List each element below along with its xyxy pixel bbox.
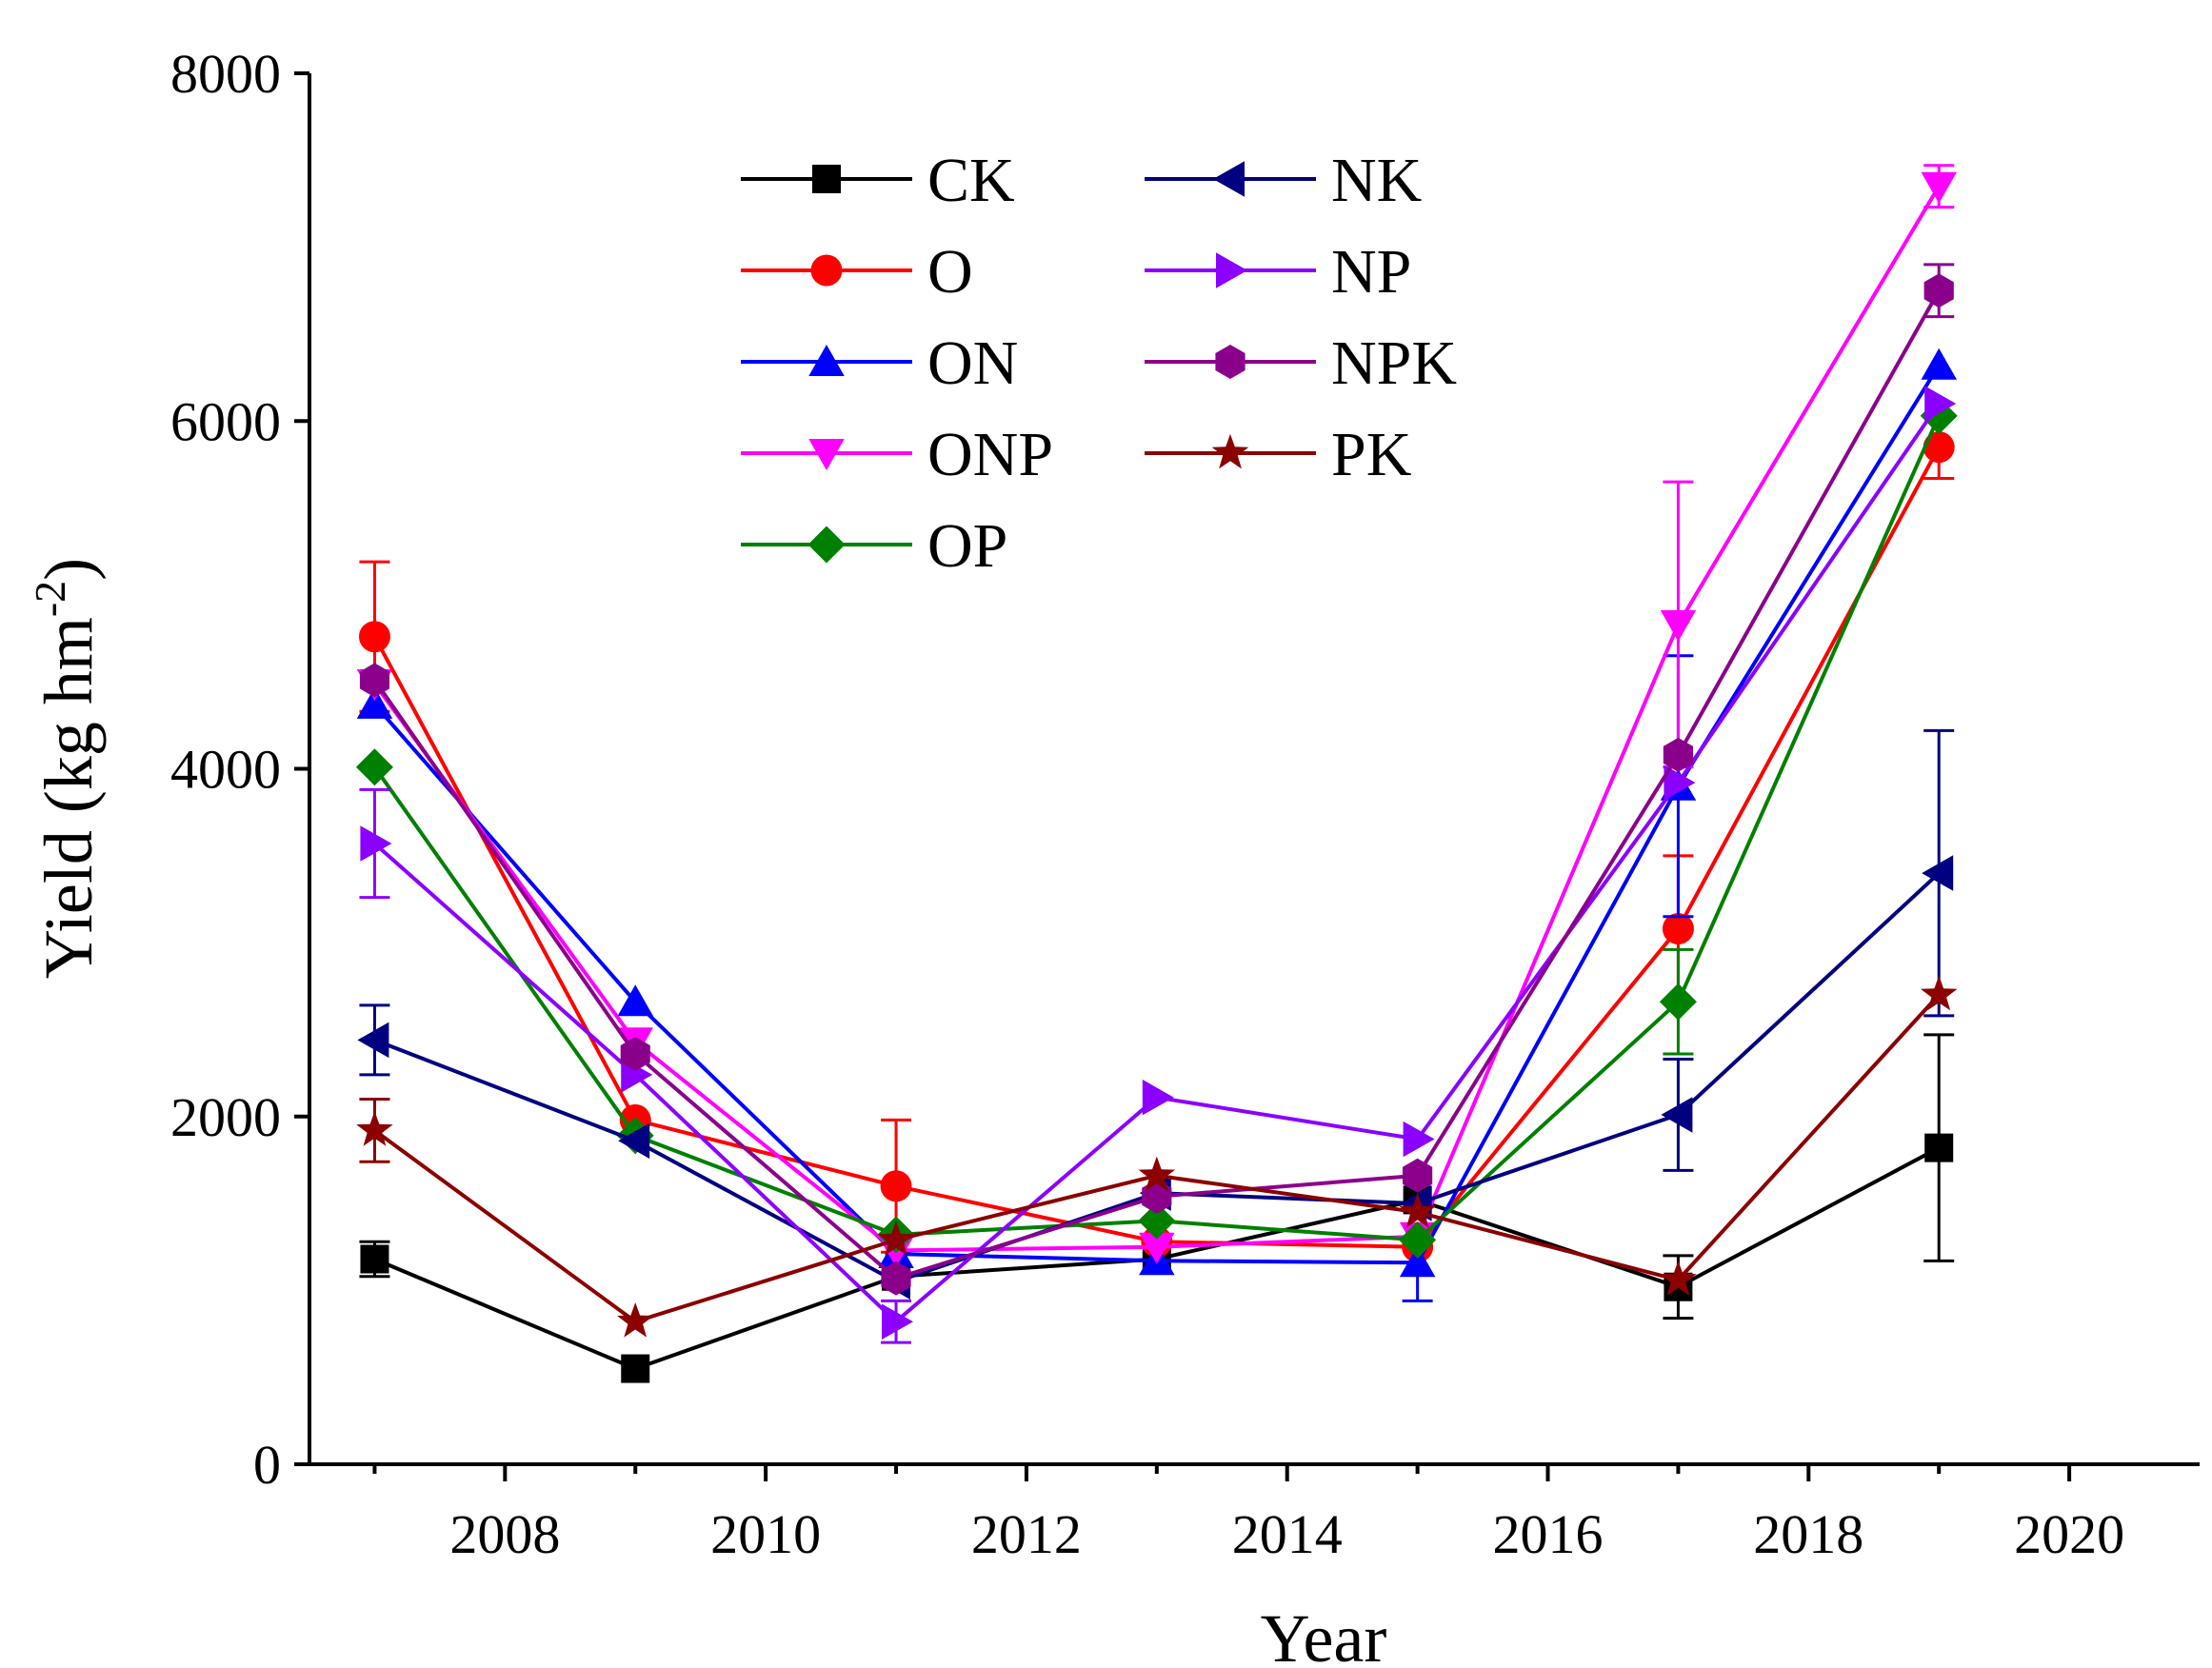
legend-item-nk: NK [1145, 146, 1422, 215]
data-point [617, 1302, 654, 1338]
data-point [1923, 431, 1955, 464]
y-axis-title-superscript: -2 [26, 581, 74, 617]
series-o [358, 414, 1955, 1263]
data-point [1660, 609, 1697, 642]
data-point [1660, 1261, 1697, 1296]
legend-marker [1216, 252, 1247, 288]
data-point [1403, 1158, 1433, 1193]
series-npk [359, 263, 1955, 1296]
data-point [1659, 983, 1697, 1021]
data-point [1399, 1192, 1436, 1228]
data-point [1399, 1245, 1436, 1278]
x-tick-label: 2020 [2014, 1503, 2124, 1565]
data-point [1921, 171, 1957, 204]
data-point [356, 1111, 393, 1146]
x-tick-label: 2016 [1493, 1503, 1604, 1565]
x-axis-ticks: 2008 2010 2012 2014 2016 2018 2020 [372, 1464, 2124, 1565]
data-point [620, 1037, 650, 1071]
legend-label: CK [927, 146, 1015, 215]
legend-label: OP [927, 511, 1007, 581]
data-point [1663, 737, 1693, 772]
y-axis-title: Yield (kg hm-2) [26, 558, 107, 979]
y-axis-title-main: Yield (kg hm [30, 617, 107, 979]
y-tick-label: 8000 [170, 43, 281, 105]
data-point [1399, 1221, 1437, 1259]
data-point [617, 984, 653, 1017]
y-tick-label: 2000 [170, 1086, 281, 1148]
data-point [356, 686, 393, 719]
series-line [372, 414, 1942, 1242]
legend-label: NP [1331, 237, 1411, 307]
data-point [1138, 1156, 1176, 1192]
data-point [1664, 764, 1696, 801]
series-layer [355, 164, 1958, 1383]
data-point [877, 1221, 915, 1256]
legend-item-onp: ONP [741, 420, 1053, 489]
legend-label: NPK [1331, 328, 1457, 398]
legend-label: ONP [927, 420, 1053, 489]
data-point [618, 1122, 650, 1160]
data-point [1920, 975, 1958, 1011]
legend-marker [1215, 345, 1245, 379]
legend-marker [1211, 433, 1249, 469]
legend-marker [808, 345, 845, 376]
legend-label: O [927, 237, 973, 307]
data-point [1142, 1079, 1174, 1116]
series-line [372, 446, 1941, 1249]
legend-item-npk: NPK [1145, 328, 1457, 398]
x-tick-label: 2012 [971, 1503, 1082, 1565]
legend-item-o: O [741, 237, 973, 307]
legend: CK O ON ONP OP NK NP NPK PK [741, 146, 1457, 581]
legend-item-np: NP [1145, 237, 1411, 307]
data-point [1403, 1121, 1435, 1158]
x-tick-label: 2008 [449, 1503, 560, 1565]
series-np [359, 386, 1957, 1344]
data-point [882, 1303, 913, 1340]
data-point [621, 1354, 650, 1383]
data-point [357, 1022, 389, 1059]
legend-item-op: OP [741, 511, 1007, 581]
data-point [1921, 348, 1957, 380]
data-point [360, 1244, 389, 1274]
data-point [359, 663, 389, 698]
data-point [1922, 855, 1954, 891]
y-axis-ticks: 0 2000 4000 6000 8000 [170, 43, 309, 1496]
series-op [355, 397, 1958, 1259]
data-point [1661, 1097, 1693, 1133]
x-tick-label: 2010 [710, 1503, 821, 1565]
data-point [1662, 913, 1694, 945]
legend-marker [812, 165, 841, 193]
data-point [881, 1261, 911, 1296]
legend-item-pk: PK [1145, 420, 1411, 489]
y-tick-label: 0 [253, 1434, 281, 1496]
data-point [1924, 386, 1957, 422]
legend-marker [807, 526, 846, 564]
data-point [1139, 1232, 1175, 1264]
data-point [1923, 273, 1954, 308]
legend-item-on: ON [741, 328, 1018, 398]
data-point [1138, 1201, 1176, 1240]
x-tick-label: 2018 [1753, 1503, 1863, 1565]
y-tick-label: 4000 [170, 739, 281, 801]
data-point [355, 748, 393, 786]
x-axis-title: Year [1261, 1600, 1387, 1668]
series-pk [356, 975, 1958, 1338]
y-tick-label: 6000 [170, 390, 281, 452]
x-tick-label: 2014 [1232, 1503, 1343, 1565]
data-point [360, 825, 392, 862]
legend-label: PK [1331, 420, 1411, 489]
data-point [358, 621, 390, 653]
legend-label: ON [927, 328, 1018, 398]
legend-marker [808, 439, 845, 470]
legend-item-ck: CK [741, 146, 1015, 215]
data-point [880, 1170, 912, 1202]
data-point [1924, 1133, 1954, 1162]
legend-marker [1213, 161, 1245, 197]
y-axis-title-close: ) [30, 558, 107, 581]
series-line [372, 364, 1941, 1265]
legend-label: NK [1331, 146, 1422, 215]
legend-marker [810, 254, 843, 287]
